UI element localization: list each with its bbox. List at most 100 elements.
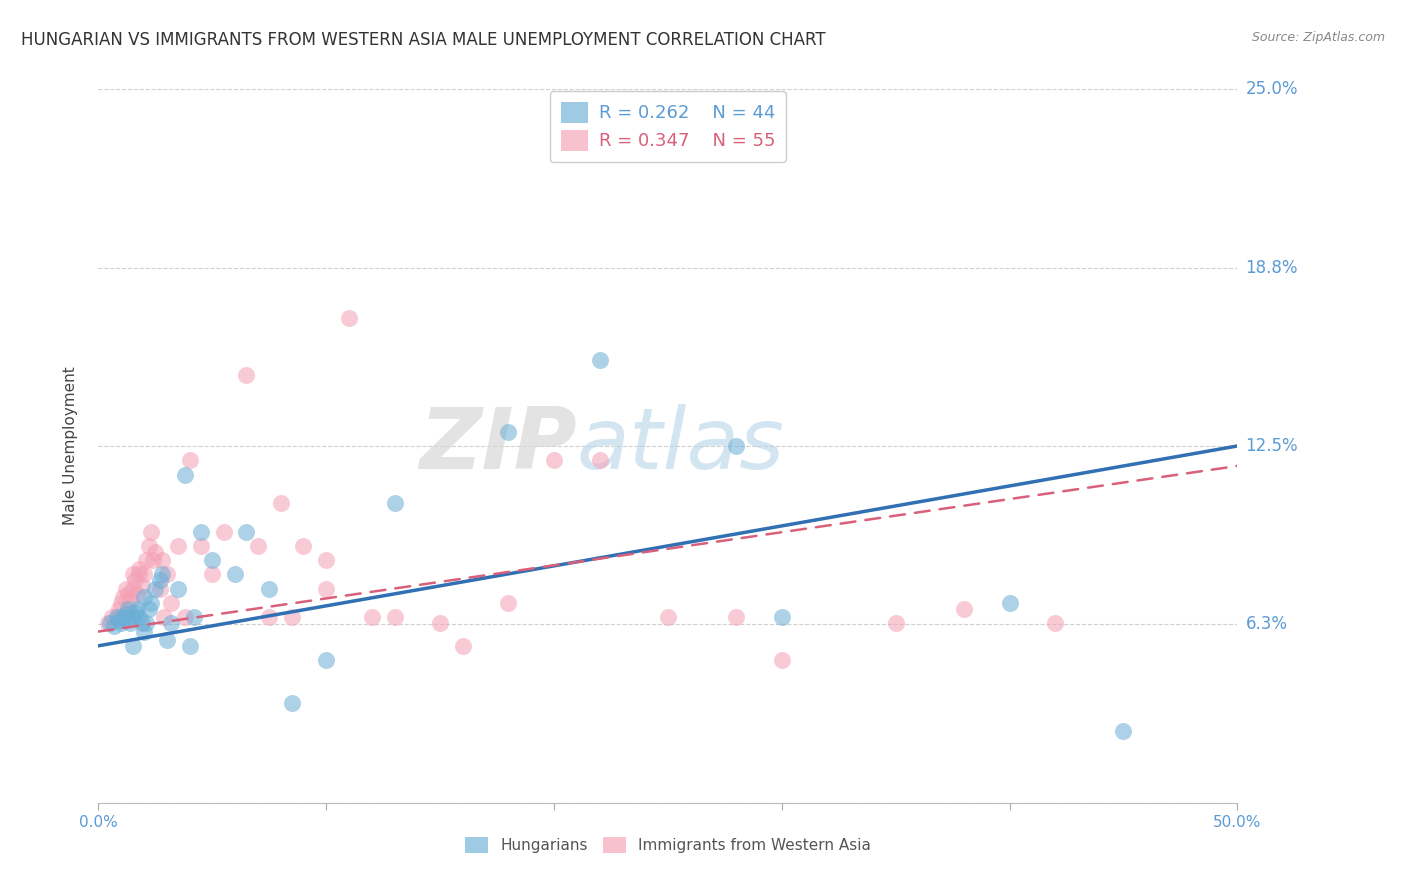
Point — [156, 567, 179, 582]
Point — [135, 553, 157, 567]
Point — [112, 610, 135, 624]
Point — [124, 573, 146, 587]
Point — [149, 582, 172, 596]
Point — [281, 696, 304, 710]
Point — [98, 615, 121, 630]
Point — [105, 610, 128, 624]
Point — [121, 639, 143, 653]
Point — [292, 539, 315, 553]
Point — [190, 539, 212, 553]
Point — [138, 601, 160, 615]
Point — [139, 596, 162, 610]
Point — [235, 524, 257, 539]
Point — [384, 496, 406, 510]
Point — [108, 601, 131, 615]
Point — [360, 610, 382, 624]
Text: Source: ZipAtlas.com: Source: ZipAtlas.com — [1251, 31, 1385, 45]
Point — [270, 496, 292, 510]
Point — [224, 567, 246, 582]
Point — [124, 605, 146, 619]
Point — [246, 539, 269, 553]
Point — [201, 567, 224, 582]
Legend: Hungarians, Immigrants from Western Asia: Hungarians, Immigrants from Western Asia — [458, 831, 877, 859]
Point — [498, 596, 520, 610]
Point — [1043, 615, 1066, 630]
Point — [128, 567, 150, 582]
Point — [103, 619, 125, 633]
Point — [588, 453, 610, 467]
Point — [121, 610, 143, 624]
Point — [1112, 724, 1135, 739]
Point — [117, 613, 139, 627]
Point — [259, 610, 281, 624]
Point — [953, 601, 976, 615]
Text: 6.3%: 6.3% — [1246, 615, 1288, 633]
Point — [156, 633, 179, 648]
Point — [281, 610, 304, 624]
Point — [498, 425, 520, 439]
Point — [235, 368, 257, 382]
Point — [127, 587, 149, 601]
Point — [128, 610, 150, 624]
Y-axis label: Male Unemployment: Male Unemployment — [63, 367, 77, 525]
Point — [337, 310, 360, 325]
Point — [160, 596, 183, 610]
Point — [451, 639, 474, 653]
Point — [145, 544, 167, 558]
Point — [179, 453, 201, 467]
Point — [128, 562, 150, 576]
Text: 25.0%: 25.0% — [1246, 80, 1298, 98]
Point — [315, 553, 337, 567]
Point — [121, 567, 143, 582]
Point — [174, 610, 197, 624]
Point — [167, 539, 190, 553]
Point — [131, 615, 153, 630]
Point — [132, 591, 155, 605]
Point — [725, 439, 748, 453]
Point — [657, 610, 679, 624]
Point — [179, 639, 201, 653]
Point — [101, 610, 124, 624]
Point — [96, 615, 118, 630]
Point — [135, 615, 157, 630]
Point — [132, 567, 155, 582]
Point — [117, 601, 139, 615]
Point — [142, 553, 165, 567]
Point — [114, 582, 136, 596]
Point — [315, 582, 337, 596]
Point — [153, 610, 176, 624]
Point — [259, 582, 281, 596]
Point — [770, 610, 793, 624]
Point — [131, 579, 153, 593]
Point — [120, 593, 142, 607]
Point — [105, 610, 128, 624]
Point — [150, 553, 173, 567]
Point — [120, 615, 142, 630]
Point — [770, 653, 793, 667]
Point — [138, 539, 160, 553]
Point — [183, 610, 205, 624]
Point — [114, 607, 136, 622]
Point — [121, 582, 143, 596]
Point — [212, 524, 235, 539]
Point — [384, 610, 406, 624]
Point — [117, 587, 139, 601]
Point — [112, 591, 135, 605]
Text: atlas: atlas — [576, 404, 785, 488]
Point — [429, 615, 451, 630]
Point — [543, 453, 565, 467]
Text: ZIP: ZIP — [419, 404, 576, 488]
Point — [884, 615, 907, 630]
Point — [110, 615, 132, 630]
Point — [149, 573, 172, 587]
Point — [150, 567, 173, 582]
Point — [167, 582, 190, 596]
Point — [145, 582, 167, 596]
Point — [998, 596, 1021, 610]
Point — [588, 353, 610, 368]
Point — [174, 467, 197, 482]
Text: HUNGARIAN VS IMMIGRANTS FROM WESTERN ASIA MALE UNEMPLOYMENT CORRELATION CHART: HUNGARIAN VS IMMIGRANTS FROM WESTERN ASI… — [21, 31, 825, 49]
Point — [139, 524, 162, 539]
Point — [132, 624, 155, 639]
Point — [725, 610, 748, 624]
